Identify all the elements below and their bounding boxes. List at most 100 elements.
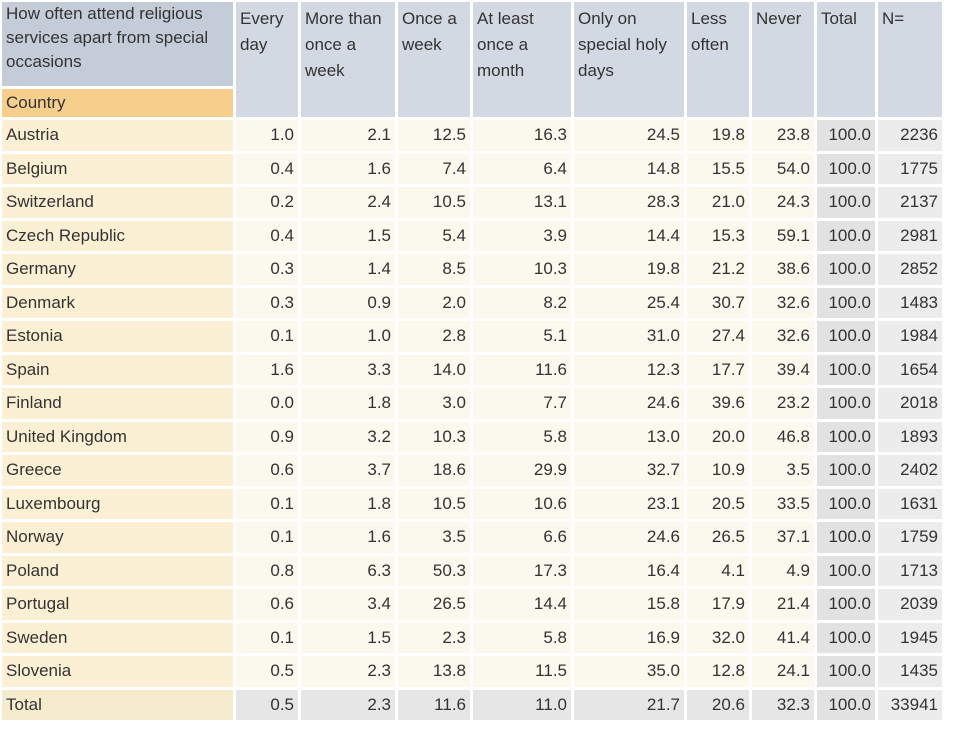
table-cell: 1984 (878, 321, 942, 352)
table-row: Denmark 0.3 0.9 2.0 8.2 25.4 30.7 32.6 100.0 1483 (2, 287, 942, 318)
table-row: Sweden 0.1 1.5 2.3 5.8 16.9 32.0 41.4 100.0 1945 (2, 622, 942, 653)
table-cell: 100.0 (817, 287, 875, 318)
table-cell: 100.0 (817, 455, 875, 486)
table-cell: 7.7 (473, 388, 571, 419)
table-row: United Kingdom 0.9 3.2 10.3 5.8 13.0 20.0 46.8 1… (2, 421, 942, 452)
subheader-row: Country (2, 89, 942, 117)
table-cell: 20.0 (687, 421, 749, 452)
table-cell: 16.4 (574, 555, 684, 586)
table-cell: 1.5 (301, 622, 395, 653)
column-header: Every day (236, 2, 298, 117)
table-cell: 13.0 (574, 421, 684, 452)
crosstab-table: How often attend religious services apar… (2, 2, 942, 720)
table-cell: 18.6 (398, 455, 470, 486)
table-cell: 21.0 (687, 187, 749, 218)
table-cell: 29.9 (473, 455, 571, 486)
table-cell: 11.6 (473, 354, 571, 385)
table-cell: 0.1 (236, 622, 298, 653)
table-cell: 32.0 (687, 622, 749, 653)
column-header: Less often (687, 2, 749, 117)
table-cell: 100.0 (817, 120, 875, 151)
column-header: More than once a week (301, 2, 395, 117)
table-cell: 0.3 (236, 287, 298, 318)
table-cell: 2.8 (398, 321, 470, 352)
table-cell: 24.3 (752, 187, 814, 218)
row-label: Denmark (2, 287, 233, 318)
table-cell: 1.8 (301, 388, 395, 419)
table-cell: 59.1 (752, 220, 814, 251)
table-cell: 11.0 (473, 689, 571, 720)
table-cell: 3.2 (301, 421, 395, 452)
table-cell: 1.6 (301, 153, 395, 184)
table-cell: 17.7 (687, 354, 749, 385)
table-cell: 21.7 (574, 689, 684, 720)
table-cell: 32.7 (574, 455, 684, 486)
table-row: Germany 0.3 1.4 8.5 10.3 19.8 21.2 38.6 100.0 285… (2, 254, 942, 285)
table-cell: 13.8 (398, 656, 470, 687)
table-cell: 11.5 (473, 656, 571, 687)
table-cell: 1631 (878, 488, 942, 519)
table-cell: 26.5 (398, 589, 470, 620)
table-cell: 19.8 (574, 254, 684, 285)
table-cell: 24.6 (574, 388, 684, 419)
table-cell: 10.3 (398, 421, 470, 452)
header-row: How often attend religious services apar… (2, 2, 942, 117)
table-cell: 100.0 (817, 488, 875, 519)
table-cell: 3.0 (398, 388, 470, 419)
table-cell: 23.1 (574, 488, 684, 519)
row-label: Spain (2, 354, 233, 385)
table-cell: 8.5 (398, 254, 470, 285)
table-cell: 1.5 (301, 220, 395, 251)
row-label: United Kingdom (2, 421, 233, 452)
row-label: Finland (2, 388, 233, 419)
row-label: Norway (2, 522, 233, 553)
table-cell: 0.5 (236, 689, 298, 720)
table-cell: 100.0 (817, 354, 875, 385)
table-body: Austria 1.0 2.1 12.5 16.3 24.5 19.8 23.8 100.0 22… (2, 120, 942, 720)
table-cell: 100.0 (817, 153, 875, 184)
table-cell: 2.3 (398, 622, 470, 653)
table-cell: 24.5 (574, 120, 684, 151)
table-cell: 31.0 (574, 321, 684, 352)
table-cell: 20.5 (687, 488, 749, 519)
table-cell: 0.6 (236, 455, 298, 486)
table-cell: 32.6 (752, 321, 814, 352)
table-cell: 10.5 (398, 488, 470, 519)
table-cell: 24.1 (752, 656, 814, 687)
table-cell: 3.3 (301, 354, 395, 385)
table-cell: 21.4 (752, 589, 814, 620)
table-cell: 39.6 (687, 388, 749, 419)
table-cell: 17.9 (687, 589, 749, 620)
table-cell: 4.9 (752, 555, 814, 586)
table-cell: 21.2 (687, 254, 749, 285)
table-cell: 100.0 (817, 421, 875, 452)
table-cell: 6.6 (473, 522, 571, 553)
table-cell: 100.0 (817, 589, 875, 620)
table-cell: 1435 (878, 656, 942, 687)
table-cell: 20.6 (687, 689, 749, 720)
table-cell: 33.5 (752, 488, 814, 519)
table-cell: 100.0 (817, 254, 875, 285)
table-row: Estonia 0.1 1.0 2.8 5.1 31.0 27.4 32.6 100.0 1984 (2, 321, 942, 352)
table-cell: 0.1 (236, 321, 298, 352)
table-cell: 15.5 (687, 153, 749, 184)
table-cell: 14.0 (398, 354, 470, 385)
table-row: Belgium 0.4 1.6 7.4 6.4 14.8 15.5 54.0 100.0 1775 (2, 153, 942, 184)
table-cell: 27.4 (687, 321, 749, 352)
table-cell: 14.4 (574, 220, 684, 251)
table-cell: 17.3 (473, 555, 571, 586)
table-cell: 100.0 (817, 321, 875, 352)
table-cell: 1713 (878, 555, 942, 586)
table-title: How often attend religious services apar… (2, 2, 233, 86)
table-cell: 0.4 (236, 220, 298, 251)
table-cell: 10.6 (473, 488, 571, 519)
table-cell: 0.1 (236, 522, 298, 553)
column-header: Only on special holy days (574, 2, 684, 117)
row-label: Switzerland (2, 187, 233, 218)
table-cell: 16.9 (574, 622, 684, 653)
column-header: At least once a month (473, 2, 571, 117)
table-cell: 7.4 (398, 153, 470, 184)
row-label: Greece (2, 455, 233, 486)
table-cell: 1.0 (301, 321, 395, 352)
table-cell: 32.3 (752, 689, 814, 720)
